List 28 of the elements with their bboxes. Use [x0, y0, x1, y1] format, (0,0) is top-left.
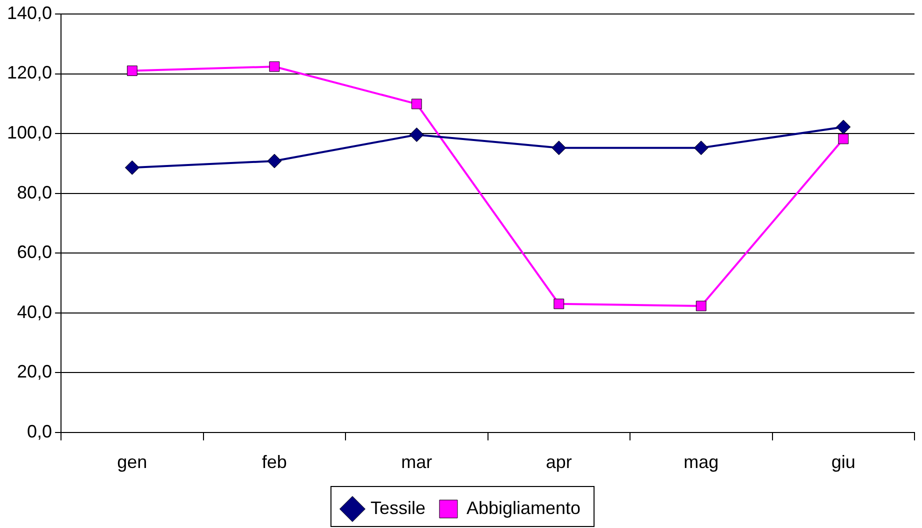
point [126, 66, 138, 76]
y-tick-label: 120,0 [6, 62, 52, 83]
x-tick-label: giu [831, 452, 856, 472]
point [696, 300, 706, 312]
point [694, 140, 708, 156]
y-tick-label: 0,0 [27, 421, 52, 442]
point [269, 61, 280, 72]
point [554, 298, 564, 310]
x-tick-label: mar [401, 452, 432, 472]
y-tick-label: 80,0 [16, 182, 52, 202]
point [124, 160, 140, 175]
y-tick-label: 140,0 [6, 2, 52, 23]
x-tick-label: feb [262, 452, 287, 472]
legend-label: Tessile [370, 498, 426, 518]
point [552, 140, 566, 156]
x-tick-label: mag [684, 452, 719, 472]
point [836, 120, 851, 134]
y-tick-label: 60,0 [16, 242, 52, 262]
x-tick-label: apr [546, 452, 572, 472]
x-tick-label: gen [117, 452, 148, 472]
point [411, 98, 422, 110]
y-tick-label: 40,0 [16, 302, 52, 322]
y-tick-label: 20,0 [16, 362, 52, 382]
point [838, 134, 849, 144]
point [267, 154, 282, 168]
y-tick-label: 100,0 [6, 122, 52, 143]
point [409, 127, 424, 142]
legend-label: Abbigliamento [466, 498, 581, 518]
